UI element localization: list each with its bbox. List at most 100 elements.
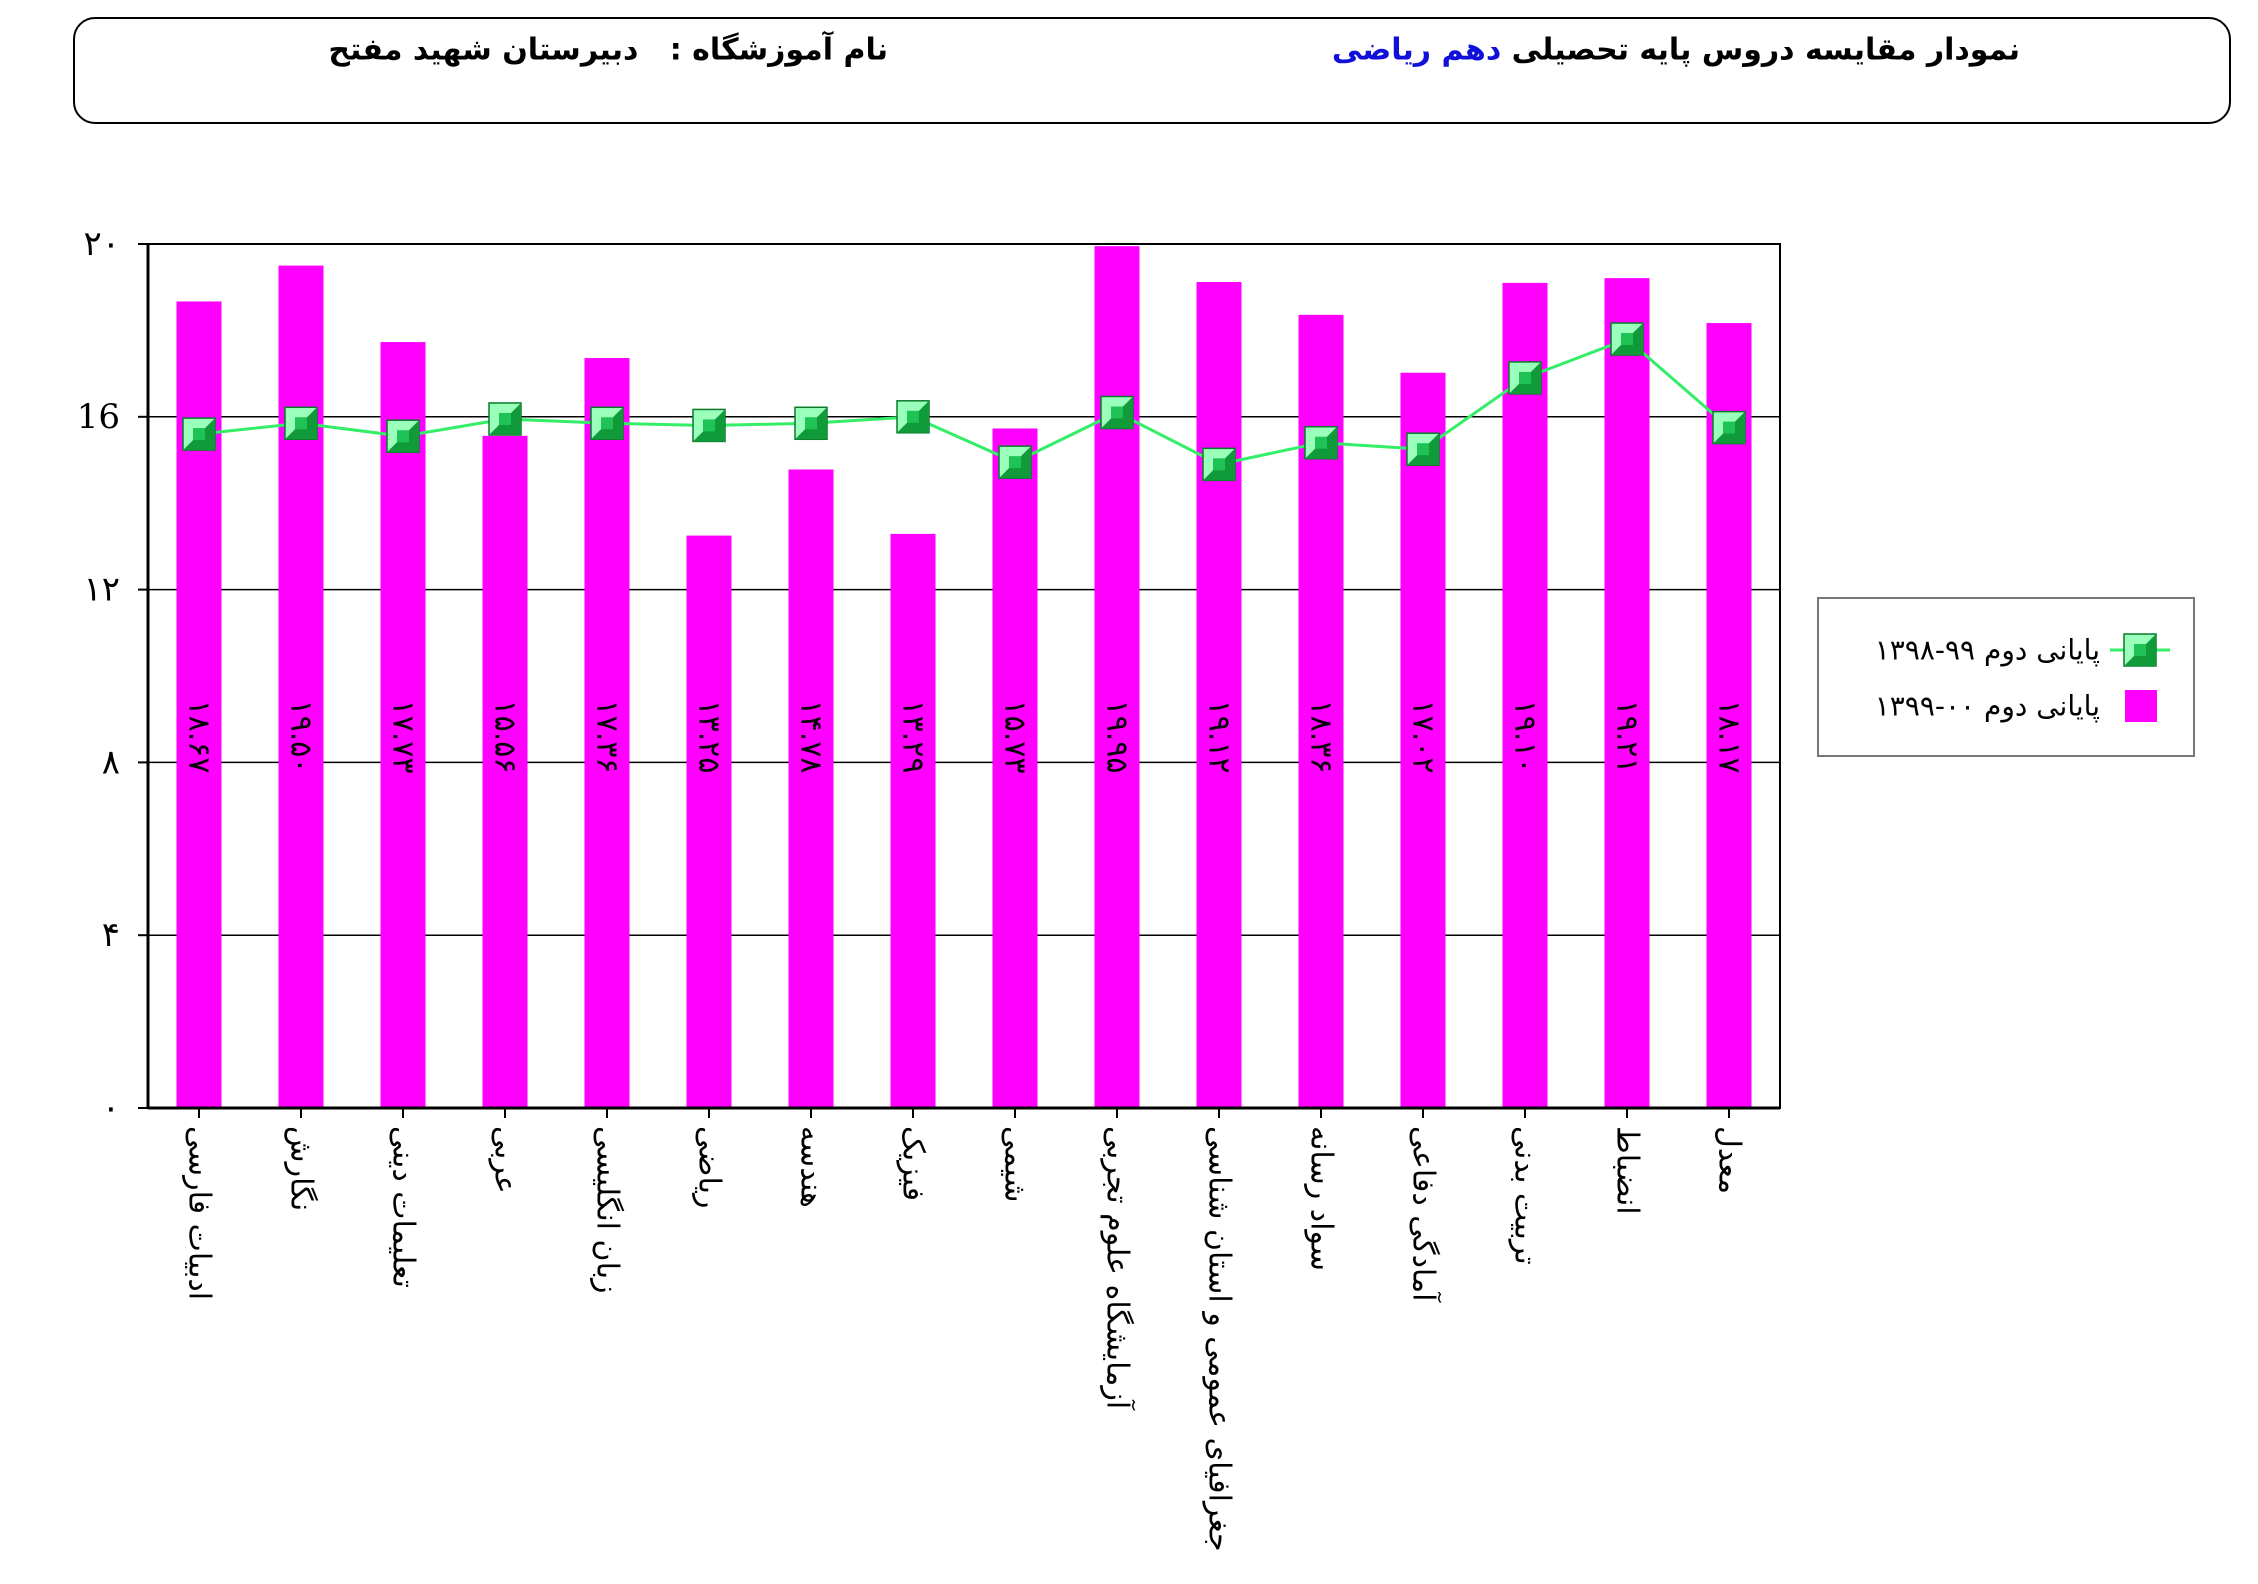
marker-center xyxy=(1417,443,1429,456)
marker-center xyxy=(499,412,511,425)
bar-value-label: ۱۹.۱۲ xyxy=(1202,699,1237,773)
bar xyxy=(278,265,324,1109)
school-name: دبیرستان شهید مفتح xyxy=(328,32,639,68)
y-tick-label: ۲۰ xyxy=(83,224,120,264)
bar-value-label: ۱۷.۰۲ xyxy=(1406,699,1441,773)
bar xyxy=(380,342,426,1109)
bar-value-label: ۱۷.۳۶ xyxy=(590,699,625,773)
bar-value-label: ۱۹.۵۰ xyxy=(284,699,319,773)
marker-center xyxy=(2134,644,2146,656)
header-box xyxy=(73,17,2231,124)
bar-value-label: ۱۳.۲۹ xyxy=(896,699,931,773)
x-tick-label: سواد رسانه xyxy=(1304,1126,1339,1271)
x-tick-label: فیزیک xyxy=(896,1126,931,1201)
bar xyxy=(890,533,936,1108)
axes: ۰ ۴ ۸ ۱۲ 16 ۲۰ ادبیات فارسی نگارش تعلیمات دینی عر… xyxy=(77,224,1780,1552)
line-point xyxy=(2123,633,2157,667)
marker-center xyxy=(1723,421,1735,434)
legend-box xyxy=(1817,597,2195,757)
bar-value-label: ۱۹.۹۵ xyxy=(1100,699,1135,773)
x-tick-label: معدل xyxy=(1712,1126,1747,1194)
x-tick-label: ادبیات فارسی xyxy=(182,1126,217,1300)
marker-center xyxy=(1009,456,1021,469)
line-point xyxy=(998,445,1032,479)
bar-value-label: ۱۷.۷۳ xyxy=(386,699,421,773)
line-point xyxy=(1508,361,1542,395)
bar xyxy=(1502,282,1548,1108)
bar xyxy=(1400,372,1446,1109)
y-tick-label: ۸ xyxy=(102,742,120,782)
legend-label-line: پایانی دوم ۹۹-۱۳۹۸ xyxy=(1875,634,2100,667)
x-tick-label: زبان انگلیسی xyxy=(590,1126,625,1294)
line-point xyxy=(386,419,420,453)
marker-center xyxy=(1315,436,1327,449)
marker-center xyxy=(1519,371,1531,384)
grade-label: دهم ریاضی xyxy=(1331,32,1502,68)
line-point xyxy=(1712,410,1746,445)
marker-center xyxy=(1621,333,1633,346)
bar xyxy=(788,469,834,1108)
y-tick-label: ۰ xyxy=(102,1088,120,1128)
series-line xyxy=(198,337,1730,466)
bar-value-label: ۱۴.۷۸ xyxy=(794,699,829,773)
line-point xyxy=(1610,322,1644,356)
legend-label-bar: پایانی دوم ۰۰-۱۳۹۹ xyxy=(1875,690,2100,723)
bar-value-label: ۱۳.۲۵ xyxy=(692,699,727,773)
line-point xyxy=(590,406,624,441)
line-point xyxy=(1304,425,1338,460)
x-tick-label: نگارش xyxy=(284,1126,319,1211)
line-point xyxy=(794,406,828,441)
marker-center xyxy=(907,410,919,423)
x-tick-label: آزمایشگاه علوم تجربی xyxy=(1100,1126,1136,1411)
bar xyxy=(1706,323,1752,1108)
x-tick-label: تعلیمات دینی xyxy=(386,1126,421,1288)
legend: پایانی دوم ۹۹-۱۳۹۸ پایانی دوم ۰۰-۱۳۹۹ xyxy=(1817,597,2195,757)
y-tick-label: ۱۲ xyxy=(83,570,120,610)
school-info: نام آموزشگاه : دبیرستان شهید مفتح xyxy=(328,33,888,68)
y-tick-label: 16 xyxy=(77,397,120,437)
x-tick-label: جغرافیای عمومی و استان شناسی xyxy=(1202,1126,1237,1552)
line-point xyxy=(896,400,930,434)
bar-value-label: ۱۵.۷۳ xyxy=(998,699,1033,773)
bar-value-label: ۱۵.۵۶ xyxy=(488,699,523,773)
x-tick-label: تربیت بدنی xyxy=(1508,1126,1543,1265)
marker-center xyxy=(601,417,613,430)
bar-value-label: ۱۹.۲۱ xyxy=(1610,699,1645,773)
bar xyxy=(1094,246,1140,1108)
bar-value-label: ۱۸.۱۷ xyxy=(1712,699,1747,773)
title-prefix: نمودار مقایسه دروس پایه تحصیلی xyxy=(1511,32,2020,68)
marker-center xyxy=(397,430,409,443)
marker-center xyxy=(805,417,817,430)
x-tick-label: انضباط xyxy=(1610,1126,1645,1215)
marker-center xyxy=(1213,458,1225,471)
bar-value-label: ۱۹.۱۰ xyxy=(1508,699,1543,773)
x-tick-label: شیمی xyxy=(998,1126,1033,1203)
x-tick-label: آمادگی دفاعی xyxy=(1406,1126,1442,1303)
bar-value-label: ۱۸.۳۶ xyxy=(1304,699,1339,773)
bar xyxy=(992,428,1038,1108)
line-point xyxy=(1202,447,1236,482)
line-point xyxy=(488,402,522,436)
marker-center xyxy=(295,417,307,430)
school-label: نام آموزشگاه : xyxy=(669,32,888,68)
line-point xyxy=(1100,395,1134,430)
x-tick-label: عربی xyxy=(488,1126,523,1194)
bar xyxy=(584,358,630,1109)
line-point xyxy=(182,417,216,451)
legend-bar-swatch xyxy=(2125,690,2157,722)
bar-value-label: ۱۸.۶۷ xyxy=(182,699,217,773)
chart-title: نمودار مقایسه دروس پایه تحصیلی دهم ریاضی xyxy=(1332,33,2020,68)
y-tick-label: ۴ xyxy=(102,915,120,955)
x-tick-label: هندسه xyxy=(794,1126,829,1208)
line-point xyxy=(284,406,318,441)
line-point xyxy=(692,408,726,443)
bar xyxy=(686,535,732,1108)
bar xyxy=(1196,282,1242,1108)
bar xyxy=(482,435,528,1109)
bar xyxy=(1604,278,1650,1108)
bars: ۱۸.۶۷ ۱۹.۵۰ ۱۷.۷۳ ۱۵.۵۶ ۱۷.۳۶ ۱۳.۲۵ ۱۴.۷۸ ۱۳.۲۹… xyxy=(176,246,1752,1109)
line-series xyxy=(182,322,1746,482)
marker-center xyxy=(1111,406,1123,419)
marker-center xyxy=(703,419,715,432)
